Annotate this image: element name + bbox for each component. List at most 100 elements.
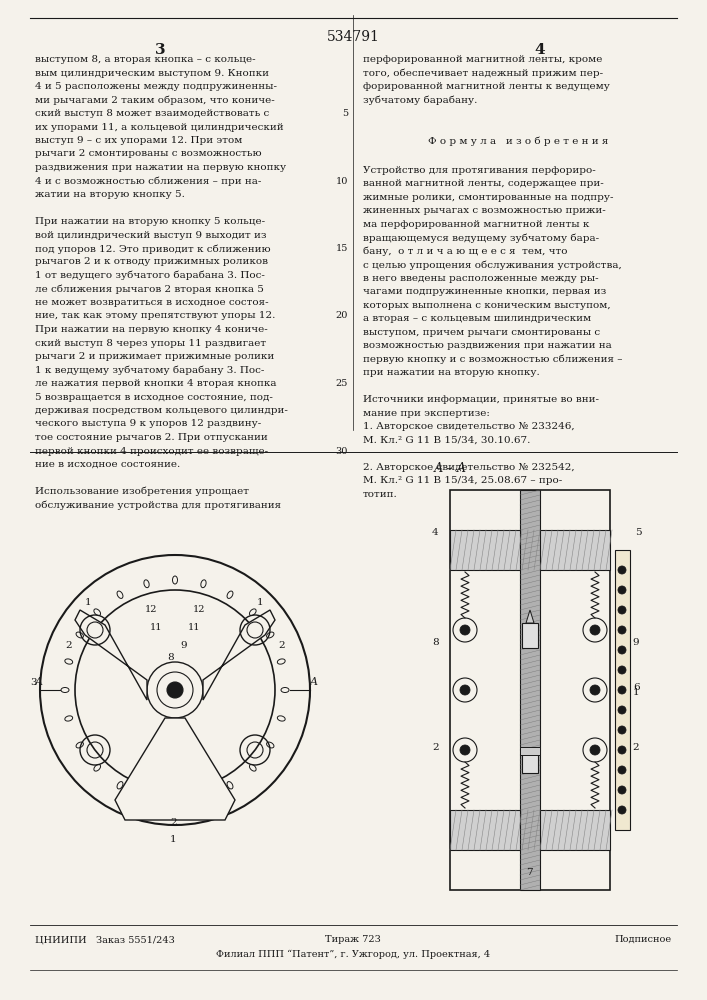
Text: первую кнопку и с возможностью сближения –: первую кнопку и с возможностью сближения… bbox=[363, 355, 622, 364]
Text: ский выступ 8 через упоры 11 раздвигает: ский выступ 8 через упоры 11 раздвигает bbox=[35, 338, 266, 348]
Text: мание при экспертизе:: мание при экспертизе: bbox=[363, 409, 490, 418]
Text: выступ 9 – с их упорами 12. При этом: выступ 9 – с их упорами 12. При этом bbox=[35, 136, 243, 145]
Ellipse shape bbox=[144, 580, 149, 588]
Circle shape bbox=[460, 685, 470, 695]
Text: 4: 4 bbox=[534, 43, 545, 57]
Text: 1. Авторское свидетельство № 233246,: 1. Авторское свидетельство № 233246, bbox=[363, 422, 575, 431]
Text: 2: 2 bbox=[65, 641, 71, 650]
Text: рычаги 2 и прижимает прижимные ролики: рычаги 2 и прижимает прижимные ролики bbox=[35, 352, 274, 361]
Ellipse shape bbox=[173, 796, 177, 804]
Text: жиненных рычагах с возможностью прижи-: жиненных рычагах с возможностью прижи- bbox=[363, 206, 606, 215]
Text: вращающемуся ведущему зубчатому бара-: вращающемуся ведущему зубчатому бара- bbox=[363, 233, 599, 243]
Text: выступом, причем рычаги смонтированы с: выступом, причем рычаги смонтированы с bbox=[363, 328, 600, 337]
Text: 1: 1 bbox=[170, 835, 177, 844]
Text: раздвижения при нажатии на первую кнопку: раздвижения при нажатии на первую кнопку bbox=[35, 163, 286, 172]
Text: Использование изобретения упрощает: Использование изобретения упрощает bbox=[35, 487, 249, 496]
Text: жимные ролики, смонтированные на подпру-: жимные ролики, смонтированные на подпру- bbox=[363, 193, 614, 202]
Circle shape bbox=[618, 786, 626, 794]
Ellipse shape bbox=[94, 764, 100, 771]
Circle shape bbox=[618, 626, 626, 634]
Text: 4: 4 bbox=[432, 528, 438, 537]
Text: Подписное: Подписное bbox=[615, 935, 672, 944]
Text: 25: 25 bbox=[336, 379, 348, 388]
Text: 20: 20 bbox=[336, 312, 348, 320]
Text: 11: 11 bbox=[188, 623, 201, 632]
Bar bbox=[522, 748, 538, 773]
Bar bbox=[450, 530, 610, 570]
Text: в него введены расположенные между ры-: в него введены расположенные между ры- bbox=[363, 274, 599, 283]
Text: 8: 8 bbox=[167, 653, 174, 662]
Circle shape bbox=[618, 666, 626, 674]
Text: того, обеспечивает надежный прижим пер-: того, обеспечивает надежный прижим пер- bbox=[363, 68, 603, 78]
Circle shape bbox=[460, 745, 470, 755]
Ellipse shape bbox=[117, 782, 123, 789]
Circle shape bbox=[618, 606, 626, 614]
Circle shape bbox=[167, 682, 183, 698]
Text: первой кнопки 4 происходит ее возвраще-: первой кнопки 4 происходит ее возвраще- bbox=[35, 446, 268, 456]
Text: Тираж 723: Тираж 723 bbox=[325, 935, 381, 944]
Text: возможностью раздвижения при нажатии на: возможностью раздвижения при нажатии на bbox=[363, 341, 612, 350]
Ellipse shape bbox=[117, 591, 123, 598]
Text: 8: 8 bbox=[432, 638, 438, 647]
Bar bbox=[450, 810, 610, 850]
Polygon shape bbox=[203, 610, 275, 700]
Text: 9: 9 bbox=[632, 638, 638, 647]
Ellipse shape bbox=[277, 659, 285, 664]
Text: A: A bbox=[310, 677, 318, 687]
Circle shape bbox=[590, 685, 600, 695]
Ellipse shape bbox=[173, 576, 177, 584]
Text: чагами подпружиненные кнопки, первая из: чагами подпружиненные кнопки, первая из bbox=[363, 287, 606, 296]
Ellipse shape bbox=[76, 632, 83, 638]
Text: 1: 1 bbox=[85, 598, 92, 607]
Text: ми рычагами 2 таким образом, что кониче-: ми рычагами 2 таким образом, что кониче- bbox=[35, 96, 275, 105]
Circle shape bbox=[618, 686, 626, 694]
Text: 1 от ведущего зубчатого барабана 3. Пос-: 1 от ведущего зубчатого барабана 3. Пос- bbox=[35, 271, 265, 280]
Text: При нажатии на вторую кнопку 5 кольце-: При нажатии на вторую кнопку 5 кольце- bbox=[35, 217, 265, 226]
Circle shape bbox=[618, 726, 626, 734]
Text: 1: 1 bbox=[257, 598, 264, 607]
Text: под упоров 12. Это приводит к сближению: под упоров 12. Это приводит к сближению bbox=[35, 244, 271, 253]
Text: 2: 2 bbox=[170, 818, 177, 827]
Circle shape bbox=[618, 766, 626, 774]
Text: 1: 1 bbox=[633, 688, 640, 697]
Ellipse shape bbox=[267, 632, 274, 638]
Circle shape bbox=[618, 806, 626, 814]
Text: 12: 12 bbox=[193, 605, 206, 614]
Text: 6: 6 bbox=[633, 683, 640, 692]
Text: выступом 8, а вторая кнопка – с кольце-: выступом 8, а вторая кнопка – с кольце- bbox=[35, 55, 256, 64]
Text: 534791: 534791 bbox=[327, 30, 380, 44]
Text: с целью упрощения обслуживания устройства,: с целью упрощения обслуживания устройств… bbox=[363, 260, 621, 270]
Polygon shape bbox=[75, 610, 147, 700]
Circle shape bbox=[590, 745, 600, 755]
Ellipse shape bbox=[76, 742, 83, 748]
Bar bbox=[520, 747, 540, 755]
Bar bbox=[522, 623, 538, 648]
Circle shape bbox=[618, 746, 626, 754]
Text: вой цилиндрический выступ 9 выходит из: вой цилиндрический выступ 9 выходит из bbox=[35, 231, 267, 239]
Ellipse shape bbox=[201, 792, 206, 800]
Text: при нажатии на вторую кнопку.: при нажатии на вторую кнопку. bbox=[363, 368, 539, 377]
Text: М. Кл.² G 11 В 15/34, 30.10.67.: М. Кл.² G 11 В 15/34, 30.10.67. bbox=[363, 436, 530, 445]
Text: М. Кл.² G 11 В 15/34, 25.08.67 – про-: М. Кл.² G 11 В 15/34, 25.08.67 – про- bbox=[363, 476, 562, 485]
Ellipse shape bbox=[250, 764, 256, 771]
Text: 5: 5 bbox=[342, 109, 348, 118]
Text: 5: 5 bbox=[635, 528, 642, 537]
Text: 3: 3 bbox=[30, 678, 37, 687]
Ellipse shape bbox=[65, 716, 73, 721]
Text: 7: 7 bbox=[526, 868, 532, 877]
Text: жатии на вторую кнопку 5.: жатии на вторую кнопку 5. bbox=[35, 190, 185, 199]
Text: ческого выступа 9 к упоров 12 раздвину-: ческого выступа 9 к упоров 12 раздвину- bbox=[35, 420, 262, 428]
Polygon shape bbox=[115, 718, 235, 820]
Text: А – А: А – А bbox=[433, 462, 467, 475]
Text: которых выполнена с коническим выступом,: которых выполнена с коническим выступом, bbox=[363, 301, 611, 310]
Text: ние, так как этому препятствуют упоры 12.: ние, так как этому препятствуют упоры 12… bbox=[35, 312, 275, 320]
Text: а вторая – с кольцевым шилиндрическим: а вторая – с кольцевым шилиндрическим bbox=[363, 314, 591, 323]
Text: 4 и 5 расположены между подпружиненны-: 4 и 5 расположены между подпружиненны- bbox=[35, 82, 277, 91]
Text: Источники информации, принятые во вни-: Источники информации, принятые во вни- bbox=[363, 395, 599, 404]
Text: A: A bbox=[35, 677, 43, 687]
Ellipse shape bbox=[65, 659, 73, 664]
Circle shape bbox=[460, 625, 470, 635]
Text: тое состояние рычагов 2. При отпускании: тое состояние рычагов 2. При отпускании bbox=[35, 433, 268, 442]
Ellipse shape bbox=[267, 742, 274, 748]
Text: форированной магнитной ленты к ведущему: форированной магнитной ленты к ведущему bbox=[363, 82, 610, 91]
